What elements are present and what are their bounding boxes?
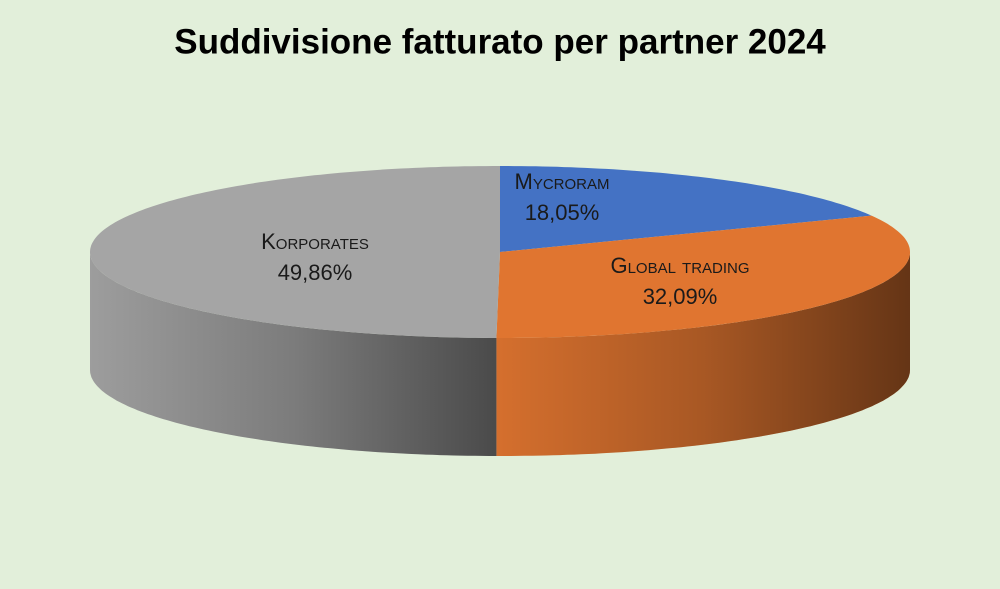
pie-slice: [500, 166, 872, 252]
slice-value: 18,05%: [525, 200, 600, 225]
pie-side-shade: [90, 252, 497, 456]
slice-value: 32,09%: [643, 284, 718, 309]
slice-label: Korporates: [261, 229, 369, 254]
pie-side-shade: [496, 252, 910, 456]
chart-title: Suddivisione fatturato per partner 2024: [174, 22, 826, 61]
slice-value: 49,86%: [278, 260, 353, 285]
pie-slice: [90, 166, 500, 338]
pie-slice: [496, 215, 910, 338]
slice-label: Mycroram: [515, 169, 610, 194]
slice-label: Global trading: [610, 253, 749, 278]
